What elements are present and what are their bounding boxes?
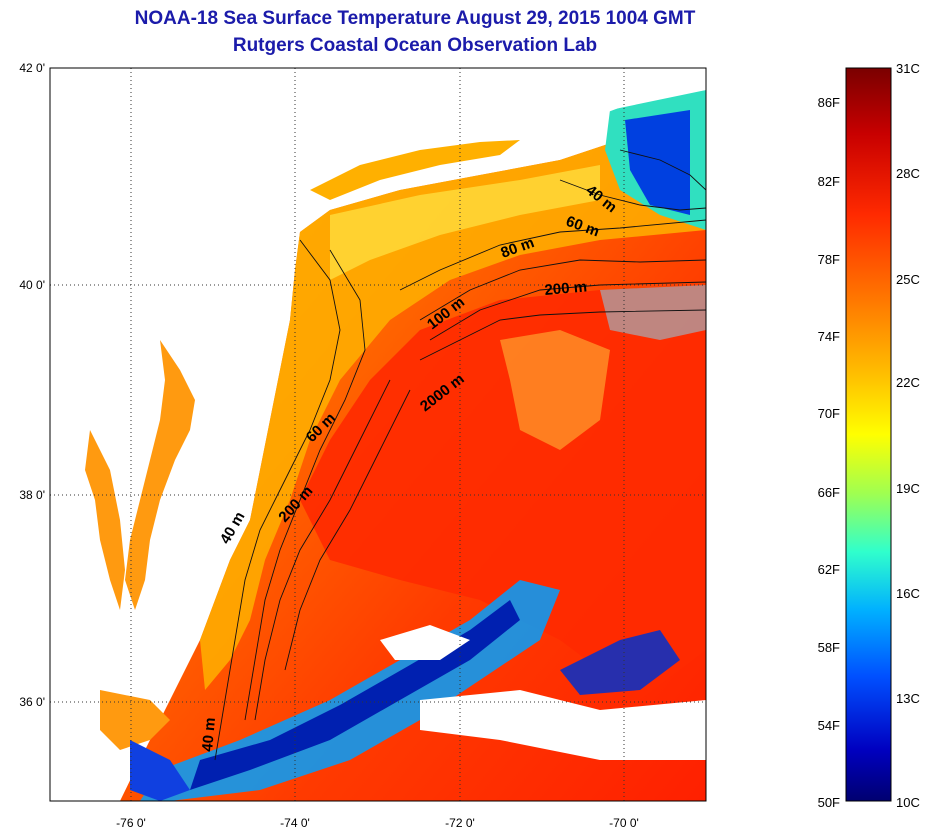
colorbar-c-label: 31C	[896, 61, 920, 76]
colorbar-f-label: 70F	[818, 406, 840, 421]
colorbar-f-label: 62F	[818, 562, 840, 577]
colorbar-f-label: 50F	[818, 795, 840, 810]
contour-label-200m-ne: 200 m	[544, 278, 588, 299]
colorbar-f-label: 74F	[818, 329, 840, 344]
lon-tick-label: -74 0'	[280, 816, 310, 830]
colorbar-c-label: 10C	[896, 795, 920, 810]
colorbar-f-label: 82F	[818, 174, 840, 189]
colorbar-c-label: 22C	[896, 375, 920, 390]
colorbar-f-label: 58F	[818, 640, 840, 655]
colorbar-c-label: 16C	[896, 586, 920, 601]
map-title: NOAA-18 Sea Surface Temperature August 2…	[134, 8, 696, 29]
colorbar-f-label: 54F	[818, 718, 840, 733]
colorbar-c-label: 25C	[896, 272, 920, 287]
map-frame	[49, 67, 707, 802]
lon-tick-label: -70 0'	[609, 816, 639, 830]
lon-tick-label: -76 0'	[116, 816, 146, 830]
map-subtitle: Rutgers Coastal Ocean Observation Lab	[232, 35, 598, 56]
lat-tick-label: 38 0'	[19, 488, 45, 502]
lon-tick-label: -72 0'	[445, 816, 475, 830]
sst-image	[50, 68, 706, 801]
bathymetry-contours	[214, 149, 706, 761]
colorbar	[845, 67, 892, 802]
lat-tick-label: 40 0'	[19, 278, 45, 292]
colorbar-c-label: 28C	[896, 166, 920, 181]
colorbar-f-label: 66F	[818, 485, 840, 500]
colorbar-f-label: 78F	[818, 252, 840, 267]
contour-label-40m-south: 40 m	[199, 717, 219, 753]
colorbar-f-label: 86F	[818, 95, 840, 110]
lat-tick-label: 42 0'	[19, 61, 45, 75]
colorbar-c-label: 19C	[896, 481, 920, 496]
colorbar-c-label: 13C	[896, 691, 920, 706]
lat-tick-label: 36 0'	[19, 695, 45, 709]
graticule	[50, 68, 706, 801]
